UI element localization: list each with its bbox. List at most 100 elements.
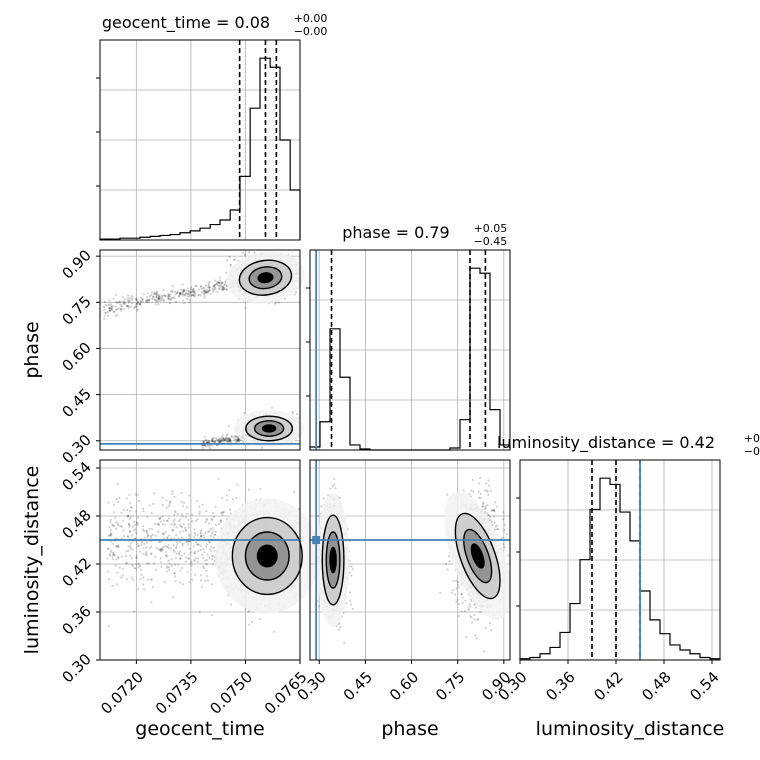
sample-point — [110, 305, 113, 308]
sample-point — [230, 435, 234, 438]
sample-point — [208, 444, 211, 447]
sample-point — [173, 290, 177, 293]
sample-point — [131, 298, 134, 301]
sample-point — [176, 512, 179, 515]
sample-point — [122, 529, 125, 532]
sample-point — [275, 301, 278, 304]
sample-point — [205, 569, 208, 572]
sample-point — [177, 553, 181, 556]
sample-point — [470, 616, 473, 619]
sample-point — [115, 558, 118, 561]
sample-point — [143, 536, 146, 539]
sample-point — [150, 527, 154, 531]
sample-point — [291, 410, 294, 414]
sample-point — [108, 534, 111, 537]
sample-point — [196, 518, 199, 521]
sample-point — [116, 583, 119, 586]
sample-point — [148, 295, 152, 298]
sample-point — [153, 292, 156, 295]
sample-point — [208, 280, 212, 284]
sample-point — [214, 287, 217, 290]
sample-point — [131, 576, 134, 579]
sample-point — [116, 483, 119, 486]
sample-point — [114, 564, 117, 567]
sample-point — [204, 562, 208, 565]
sample-point — [137, 562, 141, 565]
sample-point — [337, 628, 340, 631]
sample-point — [180, 566, 183, 570]
sample-point — [111, 584, 114, 588]
sample-point — [126, 535, 130, 538]
sample-point — [187, 293, 190, 296]
sample-point — [158, 297, 161, 300]
x-tick-label: 0.0735 — [152, 668, 202, 718]
sample-point — [129, 547, 132, 550]
sample-point — [225, 434, 228, 437]
sample-point — [217, 281, 221, 284]
sample-point — [203, 294, 206, 297]
sample-point — [136, 302, 139, 305]
sample-point — [219, 439, 222, 442]
sample-point — [444, 562, 448, 565]
sample-point — [469, 605, 472, 608]
sample-point — [209, 527, 212, 530]
sample-point — [220, 439, 223, 442]
sample-point — [488, 622, 492, 625]
sample-point — [106, 311, 109, 314]
sample-point — [127, 294, 130, 297]
sample-point — [198, 512, 201, 515]
sample-point — [220, 511, 223, 515]
sample-point — [190, 287, 193, 290]
sample-point — [142, 547, 145, 550]
sample-point — [173, 572, 176, 575]
sample-point — [147, 299, 150, 302]
sample-point — [117, 501, 120, 504]
sample-point — [215, 283, 219, 286]
sample-point — [191, 289, 194, 292]
sample-point — [237, 439, 240, 443]
sample-point — [478, 476, 482, 479]
sample-point — [121, 574, 124, 577]
sample-point — [193, 558, 196, 561]
sample-point — [114, 308, 118, 311]
sample-point — [479, 492, 482, 495]
sample-point — [229, 603, 233, 606]
sample-point — [110, 305, 113, 309]
sample-point — [129, 554, 132, 557]
sample-point — [461, 596, 464, 599]
density-contour — [329, 546, 337, 574]
sample-point — [222, 437, 225, 440]
sample-point — [502, 543, 505, 546]
sample-point — [136, 301, 139, 304]
sample-point — [164, 294, 167, 297]
sample-point — [236, 438, 239, 442]
sample-point — [476, 617, 480, 621]
sample-point — [208, 283, 211, 286]
sample-point — [477, 490, 480, 493]
sample-point — [233, 434, 236, 438]
sample-point — [221, 513, 224, 516]
sample-point — [181, 504, 185, 508]
sample-point — [180, 491, 183, 495]
sample-point — [130, 557, 134, 560]
sample-point — [190, 560, 193, 563]
sample-point — [170, 558, 173, 561]
sample-point — [174, 509, 177, 513]
sample-point — [206, 553, 209, 557]
sample-point — [222, 437, 225, 440]
sample-point — [212, 285, 215, 288]
sample-point — [235, 435, 238, 438]
sample-point — [232, 436, 235, 439]
sample-point — [152, 292, 156, 296]
sample-point — [218, 287, 221, 290]
sample-point — [130, 302, 134, 305]
sample-point — [214, 437, 218, 440]
sample-point — [178, 292, 182, 295]
sample-point — [454, 593, 457, 596]
sample-point — [225, 259, 229, 262]
sample-point — [180, 500, 183, 503]
sample-point — [155, 568, 158, 571]
sample-point — [109, 307, 113, 311]
sample-point — [485, 482, 488, 485]
y-tick-label: 0.60 — [58, 339, 94, 375]
